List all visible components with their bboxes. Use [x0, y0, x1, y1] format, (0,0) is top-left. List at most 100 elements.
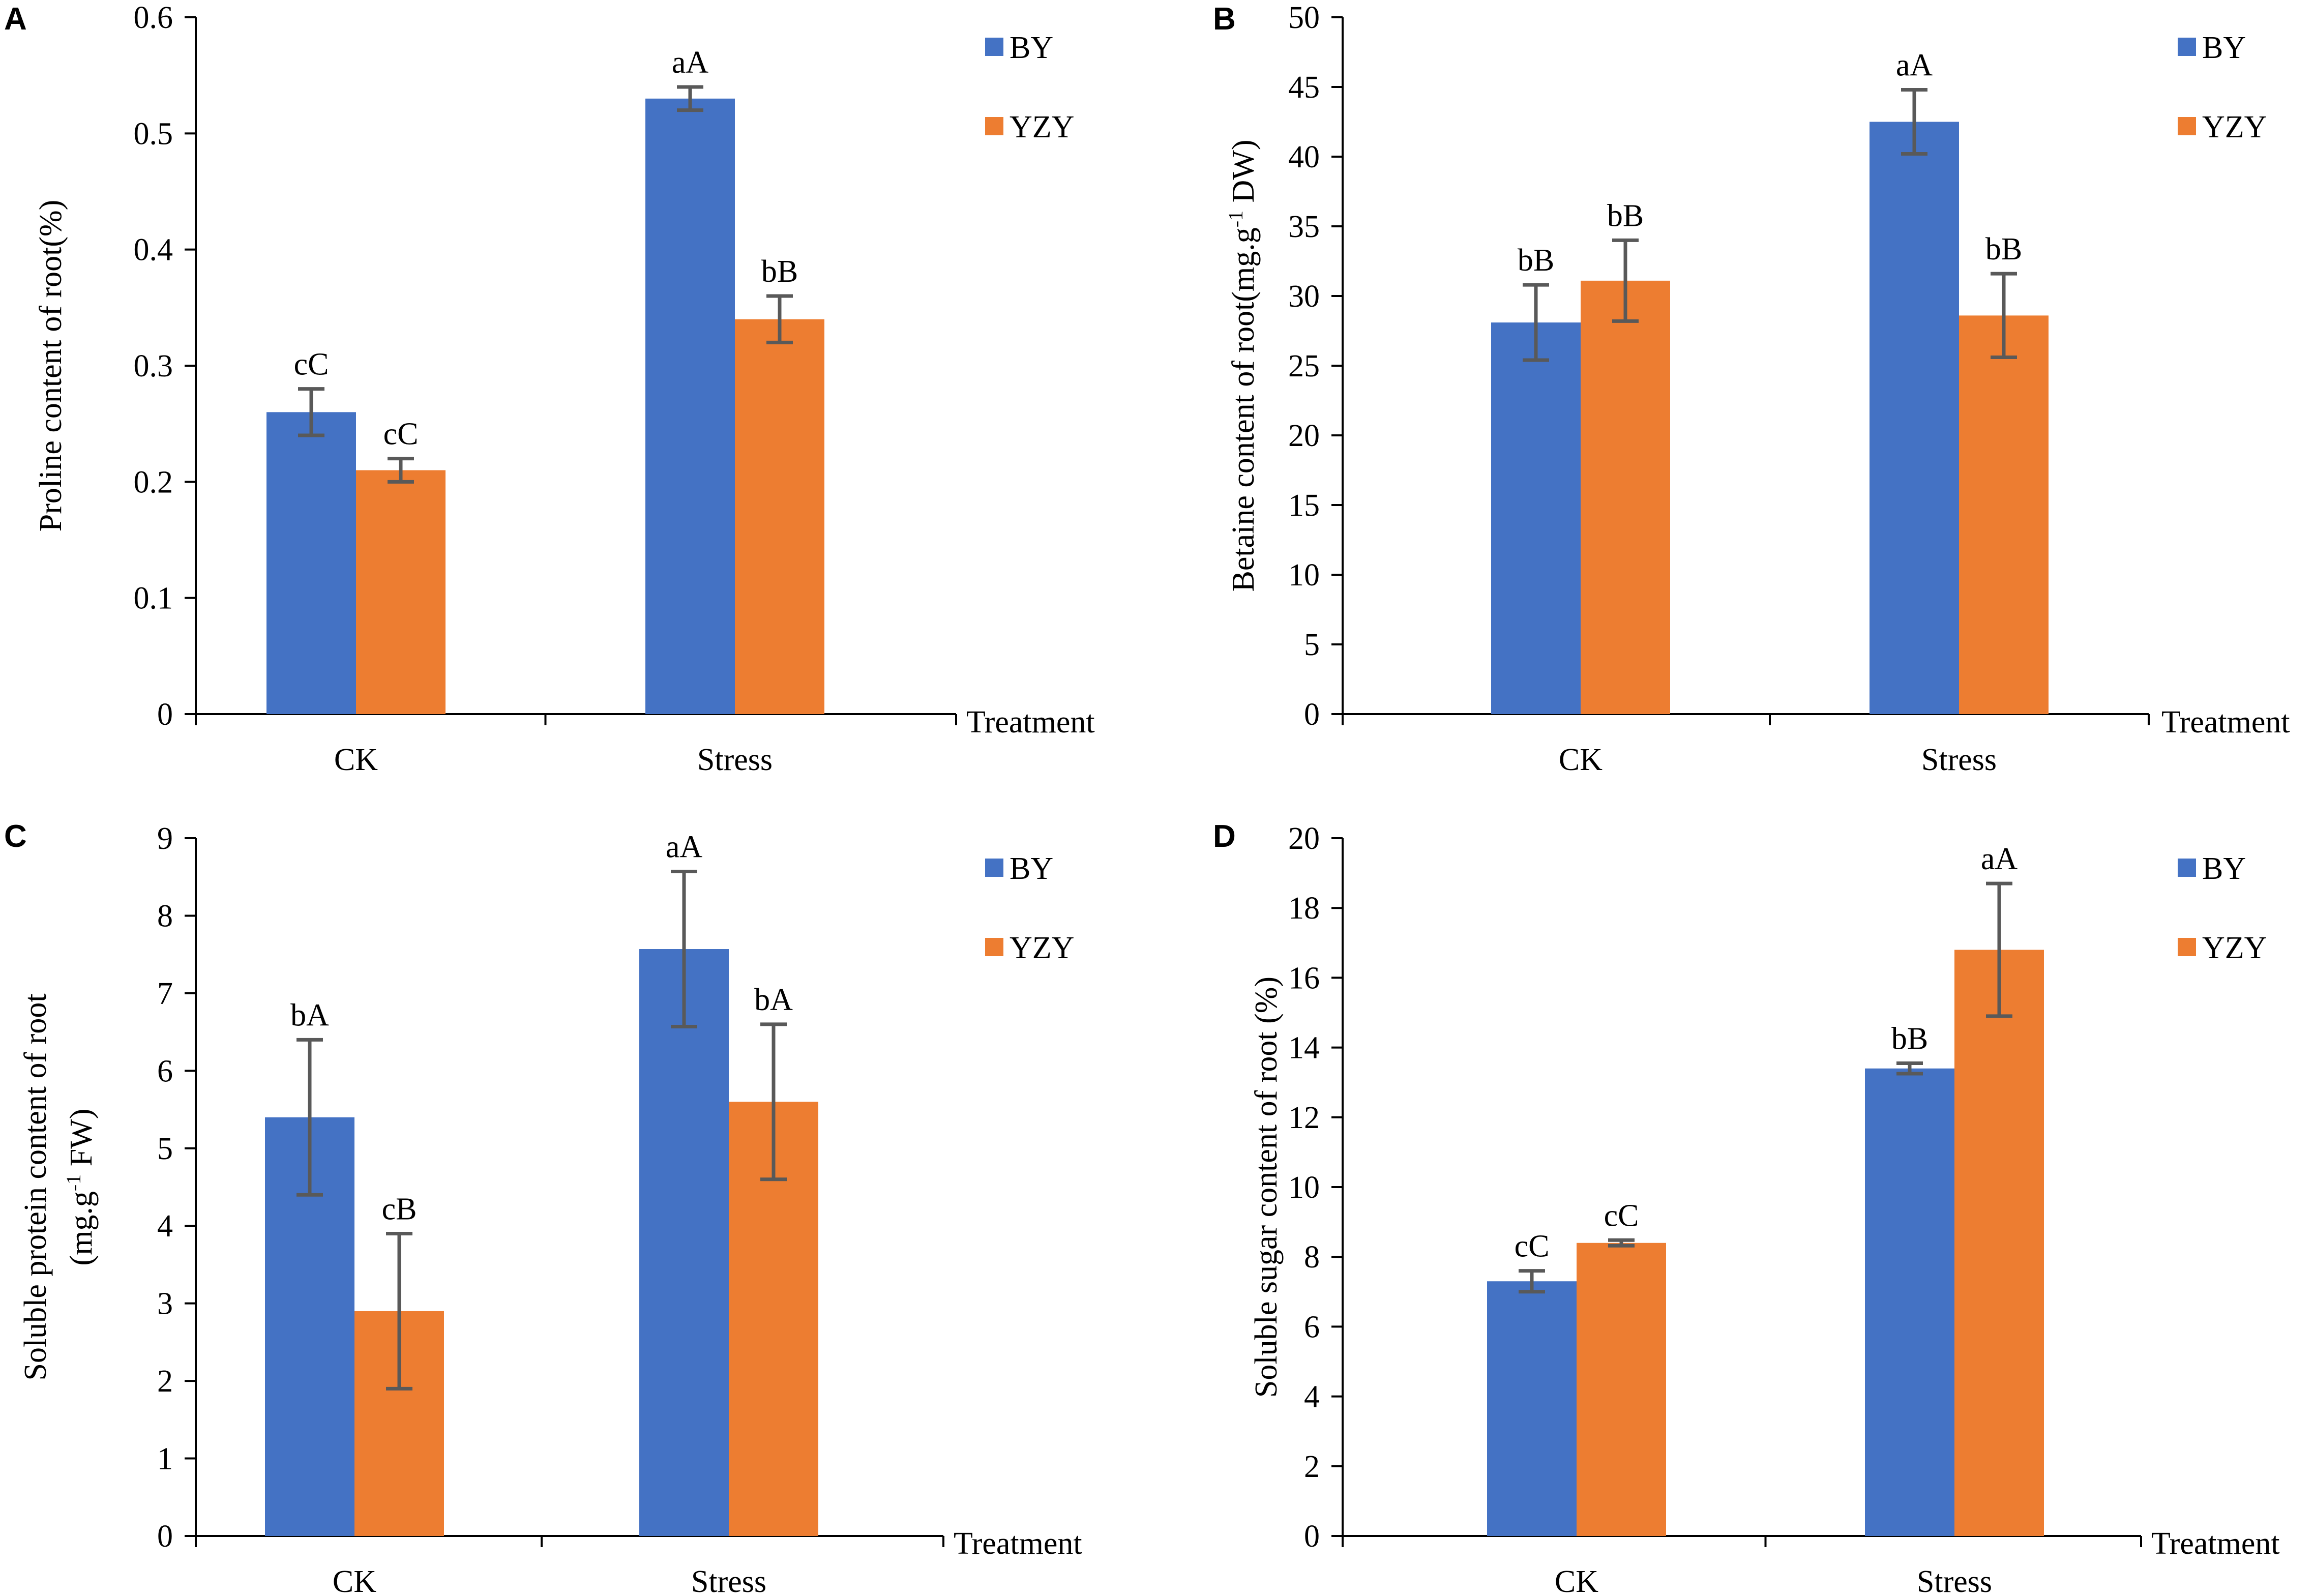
x-category-label: Stress	[1921, 743, 1997, 777]
significance-label: cC	[1604, 1198, 1639, 1233]
bar-by-stress	[645, 98, 735, 714]
y-tick-label: 2	[157, 1364, 173, 1399]
y-tick-label: 0.6	[134, 1, 173, 35]
significance-label: bB	[761, 254, 798, 289]
y-axis-title: Betaine content of root(mg.g-1 DW)	[1224, 139, 1261, 592]
y-tick-label: 8	[1304, 1240, 1320, 1275]
bar-by-ck	[1487, 1281, 1577, 1536]
y-tick-label: 6	[157, 1054, 173, 1088]
significance-label: bA	[290, 998, 329, 1032]
y-tick-label: 7	[157, 977, 173, 1011]
y-tick-label: 2	[1304, 1450, 1320, 1484]
legend-swatch-by	[985, 859, 1003, 877]
y-tick-label: 20	[1288, 821, 1320, 856]
y-axis-title: Proline content of root(%)	[34, 200, 68, 532]
y-tick-label: 8	[157, 899, 173, 933]
y-tick-label: 0.5	[134, 116, 173, 151]
y-tick-label: 4	[1304, 1380, 1320, 1414]
x-axis-title: Treatment	[966, 705, 1095, 740]
y-tick-label: 50	[1288, 1, 1320, 35]
x-category-label: Stress	[691, 1564, 766, 1596]
y-tick-label: 45	[1288, 70, 1320, 105]
significance-label: bB	[1985, 232, 2022, 267]
y-tick-label: 14	[1288, 1031, 1320, 1066]
y-axis-title: Soluble protein content of root	[18, 993, 53, 1380]
panel-letter: D	[1213, 819, 1236, 854]
significance-label: bB	[1518, 243, 1554, 278]
bar-yzy-ck	[356, 470, 446, 714]
legend-swatch-yzy	[985, 938, 1003, 956]
legend-label-by: BY	[2202, 851, 2246, 886]
legend-swatch-by	[2178, 38, 2196, 56]
x-axis-title: Treatment	[954, 1526, 1082, 1561]
legend-label-yzy: YZY	[1010, 110, 1074, 144]
y-tick-label: 16	[1288, 961, 1320, 995]
legend-label-by: BY	[1010, 851, 1053, 886]
significance-label: aA	[672, 45, 709, 80]
y-tick-label: 15	[1288, 488, 1320, 523]
significance-label: bA	[754, 983, 793, 1017]
y-tick-label: 1	[157, 1442, 173, 1476]
y-tick-label: 0	[157, 697, 173, 732]
legend-label-by: BY	[1010, 31, 1053, 65]
y-tick-label: 3	[157, 1287, 173, 1321]
y-tick-label: 10	[1288, 1170, 1320, 1205]
legend-label-by: BY	[2202, 31, 2246, 65]
y-tick-label: 12	[1288, 1101, 1320, 1135]
legend-swatch-yzy	[2178, 938, 2196, 956]
y-tick-label: 0.3	[134, 349, 173, 383]
y-tick-label: 9	[157, 821, 173, 856]
bar-by-ck	[266, 412, 356, 714]
y-tick-label: 25	[1288, 349, 1320, 383]
x-category-label: Stress	[697, 743, 773, 777]
y-tick-label: 35	[1288, 210, 1320, 244]
y-tick-label: 18	[1288, 891, 1320, 926]
x-axis-title: Treatment	[2151, 1526, 2280, 1561]
y-axis-title: Soluble sugar content of root (%)	[1249, 977, 1284, 1398]
significance-label: cC	[383, 417, 419, 452]
legend-label-yzy: YZY	[2202, 110, 2267, 144]
x-category-label: Stress	[1917, 1564, 1992, 1596]
y-tick-label: 0	[1304, 1519, 1320, 1554]
x-category-label: CK	[333, 1564, 376, 1596]
y-tick-label: 0.4	[134, 233, 173, 268]
y-tick-label: 0.1	[134, 581, 173, 616]
y-tick-label: 4	[157, 1209, 173, 1244]
y-tick-label: 6	[1304, 1310, 1320, 1344]
y-tick-label: 20	[1288, 419, 1320, 453]
legend-label-yzy: YZY	[1010, 931, 1074, 965]
y-tick-label: 0.2	[134, 465, 173, 499]
legend-swatch-yzy	[985, 117, 1003, 135]
panel-letter: B	[1213, 2, 1236, 37]
y-tick-label: 0	[1304, 697, 1320, 732]
bar-by-stress	[1870, 122, 1959, 714]
legend-swatch-by	[985, 38, 1003, 56]
significance-label: aA	[1896, 48, 1933, 82]
significance-label: cC	[294, 347, 329, 382]
legend-label-yzy: YZY	[2202, 931, 2267, 965]
significance-label: bB	[1891, 1021, 1928, 1056]
y-tick-label: 10	[1288, 558, 1320, 593]
significance-label: bB	[1607, 198, 1644, 233]
bar-by-ck	[1491, 322, 1581, 714]
legend-swatch-by	[2178, 859, 2196, 877]
significance-label: aA	[666, 830, 703, 865]
y-tick-label: 5	[157, 1132, 173, 1166]
panel-c: C 0 1 2 3 4 5 6 7 8 9 CK Stress Treatment bA aA cB bA BY YZ…	[4, 819, 1082, 1596]
y-tick-label: 5	[1304, 628, 1320, 662]
panel-b: B 0 5 10 15 20 25 30 35 40 45 50 CK Stress Treatment bB…	[1213, 1, 2290, 777]
panel-letter: C	[4, 819, 27, 854]
legend-swatch-yzy	[2178, 117, 2196, 135]
x-category-label: CK	[1559, 743, 1603, 777]
significance-label: aA	[1981, 842, 2018, 876]
y-tick-label: 30	[1288, 279, 1320, 314]
bar-yzy-stress	[1954, 950, 2044, 1536]
x-category-label: CK	[334, 743, 378, 777]
bar-by-stress	[639, 949, 729, 1536]
x-axis-title: Treatment	[2161, 705, 2290, 740]
significance-label: cC	[1515, 1229, 1550, 1264]
bar-yzy-stress	[1959, 315, 2049, 714]
significance-label: cB	[382, 1192, 417, 1226]
y-tick-label: 0	[157, 1519, 173, 1554]
